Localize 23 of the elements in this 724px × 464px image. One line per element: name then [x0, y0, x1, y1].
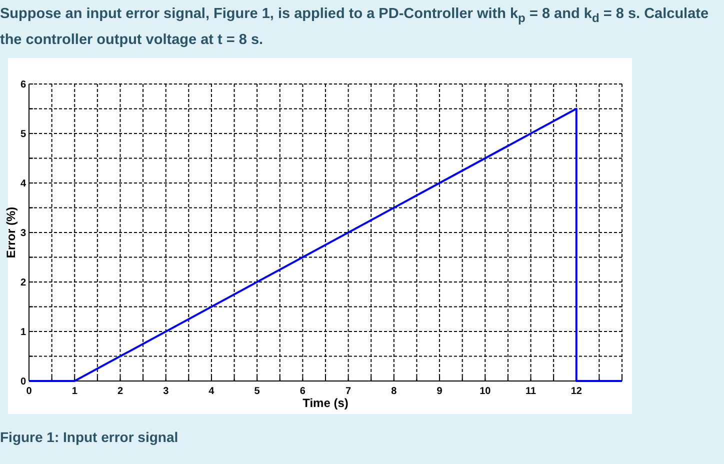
x-tick-label: 7	[346, 386, 352, 397]
x-axis-title: Time (s)	[302, 396, 348, 410]
x-tick-label: 6	[300, 386, 306, 397]
y-tick-label: 3	[20, 228, 26, 239]
y-tick-label: 5	[20, 129, 26, 140]
x-tick-label: 12	[570, 386, 582, 397]
x-tick-label: 8	[391, 386, 398, 397]
y-tick-label: 0	[20, 376, 26, 388]
y-axis-title: Error (%)	[4, 206, 18, 258]
y-tick-label: 6	[20, 80, 26, 90]
x-tick-label: 4	[208, 386, 215, 397]
x-tick-label: 11	[525, 386, 536, 397]
x-tick-label: 2	[117, 386, 124, 397]
x-tick-label: 10	[480, 386, 492, 397]
x-tick-label: 5	[254, 386, 260, 397]
x-tick-label: 3	[163, 386, 170, 397]
chart-title: Suppose an input error signal, Figure 1, is applied to a PD-Controller with k$_{p}$ = 8 and k$_{d}$ = 8 s. Calculate the controller output voltage at t = 8 s.	[0, 6, 709, 48]
y-tick-label: 4	[20, 178, 26, 190]
y-tick-label: 2	[20, 278, 26, 288]
y-tick-label: 1	[20, 327, 26, 338]
x-tick-label: 9	[436, 386, 443, 397]
x-tick-label: 1	[72, 386, 78, 397]
caption: Figure 1: Input error signal	[0, 429, 178, 445]
